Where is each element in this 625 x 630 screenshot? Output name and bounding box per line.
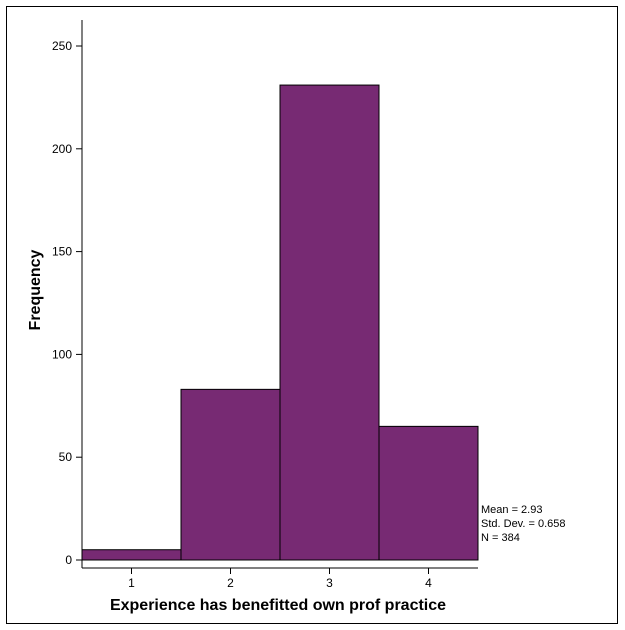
y-tick-label: 250 [52,39,72,53]
x-axis-title: Experience has benefitted own prof pract… [110,597,446,614]
y-tick-label: 150 [52,245,72,259]
x-tick-label: 1 [128,576,135,590]
axes-layer [81,20,478,569]
bar-2 [180,388,281,561]
bar-4 [378,425,479,561]
x-ticks: 1 2 3 4 [128,568,432,590]
bar-1 [81,549,182,561]
y-ticks: 0 50 100 150 200 250 [52,39,82,567]
stats-std-dev: Std. Dev. = 0.658 [481,518,566,530]
x-tick-label: 2 [227,576,234,590]
y-tick-label: 0 [65,553,72,567]
stats-n: N = 384 [481,532,520,544]
y-tick-label: 50 [59,450,73,464]
y-tick-label: 200 [52,142,72,156]
y-axis-title: Frequency [27,249,44,330]
x-tick-label: 4 [425,576,432,590]
stats-mean: Mean = 2.93 [481,504,542,516]
x-tick-label: 3 [326,576,333,590]
bars-layer [81,84,479,561]
y-tick-label: 100 [52,347,72,361]
bar-3 [279,84,380,561]
